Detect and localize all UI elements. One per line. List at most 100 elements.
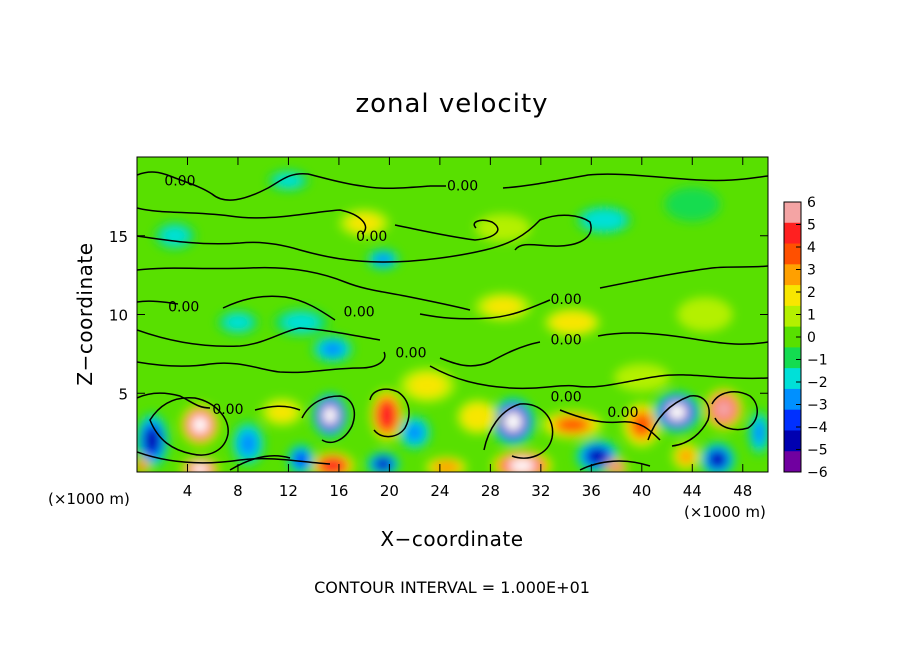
field-level xyxy=(323,459,343,472)
colorbar-swatch xyxy=(784,264,801,286)
colorbar: 6 5 4 3 2 1 0 −1 −2 −3 −4 −5 −6 xyxy=(783,195,828,481)
field-level xyxy=(374,253,393,266)
field-level xyxy=(192,416,209,434)
colorbar-swatch xyxy=(784,222,801,245)
colorbar-tick-label: 2 xyxy=(807,285,816,301)
field-level xyxy=(611,463,622,471)
field-level xyxy=(409,374,446,397)
field-level xyxy=(753,420,766,445)
contour-label: 0.00 xyxy=(551,333,582,349)
field-level xyxy=(224,314,252,331)
colorbar-tick-label: 5 xyxy=(807,218,816,234)
field-level xyxy=(557,418,588,432)
y-axis-label: Z−coordinate xyxy=(73,242,97,385)
x-unit-left: (×1000 m) xyxy=(48,490,130,508)
contour-line xyxy=(137,351,386,374)
contour-line xyxy=(502,173,768,189)
contour-line xyxy=(369,388,410,438)
field-level xyxy=(379,404,395,427)
contour-line xyxy=(647,395,710,447)
field-level xyxy=(321,341,344,357)
colorbar-tick-label: −1 xyxy=(807,353,828,369)
contour-label: 0.00 xyxy=(344,304,375,320)
velocity-field xyxy=(137,157,768,472)
colorbar-swatch xyxy=(784,305,801,328)
field-level xyxy=(588,212,620,228)
contour-label: 0.00 xyxy=(168,300,199,316)
field-level xyxy=(509,459,535,472)
colorbar-swatch xyxy=(784,285,801,307)
x-tick-label: 4 xyxy=(183,482,193,500)
contour-interval-footer: CONTOUR INTERVAL = 1.000E+01 xyxy=(314,578,590,597)
x-tick-label: 40 xyxy=(632,482,651,500)
x-tick-label: 16 xyxy=(329,482,348,500)
field-level xyxy=(587,448,608,465)
colorbar-tick-label: 3 xyxy=(807,263,816,279)
contour-line xyxy=(137,207,367,235)
field-level xyxy=(709,451,726,468)
colorbar-swatch xyxy=(784,326,801,348)
contour-line xyxy=(149,396,229,456)
colorbar-tick-label: −6 xyxy=(807,465,828,481)
x-tick-label: 48 xyxy=(733,482,752,500)
contour-line xyxy=(137,171,446,201)
colorbar-tick-label: 6 xyxy=(807,195,816,211)
contour-line xyxy=(597,332,768,345)
contour-line xyxy=(137,451,331,465)
colorbar-tick-label: −3 xyxy=(807,398,828,414)
colorbar-swatch xyxy=(784,451,801,473)
field-level xyxy=(674,192,711,216)
zero-contour-lines xyxy=(137,171,768,471)
field-level xyxy=(623,368,661,387)
contour-label: 0.00 xyxy=(212,402,243,418)
colorbar-swatch xyxy=(784,430,801,452)
colorbar-swatch xyxy=(784,202,801,224)
contour-line xyxy=(394,219,499,241)
x-tick-label: 32 xyxy=(531,482,550,500)
contour-line xyxy=(137,392,301,411)
contour-label: 0.00 xyxy=(395,345,426,361)
colorbar-swatch xyxy=(784,347,801,369)
contour-line xyxy=(301,395,356,444)
x-tick-label: 28 xyxy=(481,482,500,500)
y-axis-ticks: 5 10 15 xyxy=(109,228,768,403)
contour-label: 0.00 xyxy=(447,178,478,194)
colorbar-tick-label: 1 xyxy=(807,308,816,324)
colorbar-tick-label: −4 xyxy=(807,420,828,436)
colorbar-swatch xyxy=(784,243,801,265)
colorbar-tick-label: 4 xyxy=(807,240,816,256)
x-axis-label: X−coordinate xyxy=(380,527,523,551)
colorbar-tick-label: −2 xyxy=(807,375,828,391)
field-level xyxy=(405,423,424,442)
field-level xyxy=(686,303,724,326)
field-level xyxy=(715,400,732,418)
contour-line xyxy=(483,403,554,459)
contour-line xyxy=(229,454,651,471)
field-level xyxy=(667,403,687,421)
field-level xyxy=(322,405,338,425)
colorbar-tick-label: −5 xyxy=(807,443,828,459)
field-level xyxy=(436,462,457,472)
contour-line xyxy=(429,365,768,390)
field-level xyxy=(557,314,588,330)
contour-line xyxy=(439,341,541,367)
contour-line xyxy=(137,214,592,263)
field-level xyxy=(466,407,490,427)
field-level xyxy=(484,297,522,316)
y-tick-label: 15 xyxy=(109,228,128,246)
x-tick-label: 12 xyxy=(279,482,298,500)
colorbar-swatch xyxy=(784,368,801,390)
field-level xyxy=(503,411,523,432)
field-level xyxy=(144,427,160,454)
x-tick-label: 44 xyxy=(683,482,702,500)
contour-line xyxy=(559,409,661,441)
field-level xyxy=(138,461,146,470)
contour-line xyxy=(137,266,471,311)
x-unit-right: (×1000 m) xyxy=(684,503,766,521)
contour-labels: 0.00 0.00 0.00 0.00 0.00 0.00 0.00 0.00 0.00 0.00… xyxy=(164,174,638,422)
x-tick-label: 24 xyxy=(430,482,449,500)
field-level xyxy=(239,431,258,456)
chart-title: zonal velocity xyxy=(355,89,548,119)
field-level xyxy=(294,451,308,467)
